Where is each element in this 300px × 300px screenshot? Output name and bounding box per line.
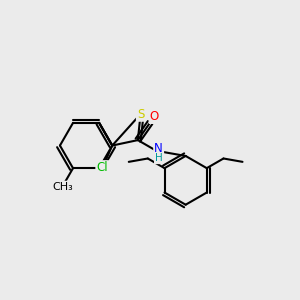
Text: CH₃: CH₃ (52, 182, 73, 192)
Text: Cl: Cl (97, 161, 108, 174)
Text: H: H (155, 153, 163, 163)
Text: O: O (150, 110, 159, 123)
Text: S: S (137, 108, 144, 121)
Text: CH₃: CH₃ (52, 182, 73, 192)
Text: O: O (150, 110, 159, 123)
Text: N: N (154, 142, 163, 155)
Text: H: H (155, 153, 163, 163)
Text: N: N (154, 142, 163, 155)
Text: S: S (137, 108, 144, 121)
Text: Cl: Cl (97, 161, 108, 174)
